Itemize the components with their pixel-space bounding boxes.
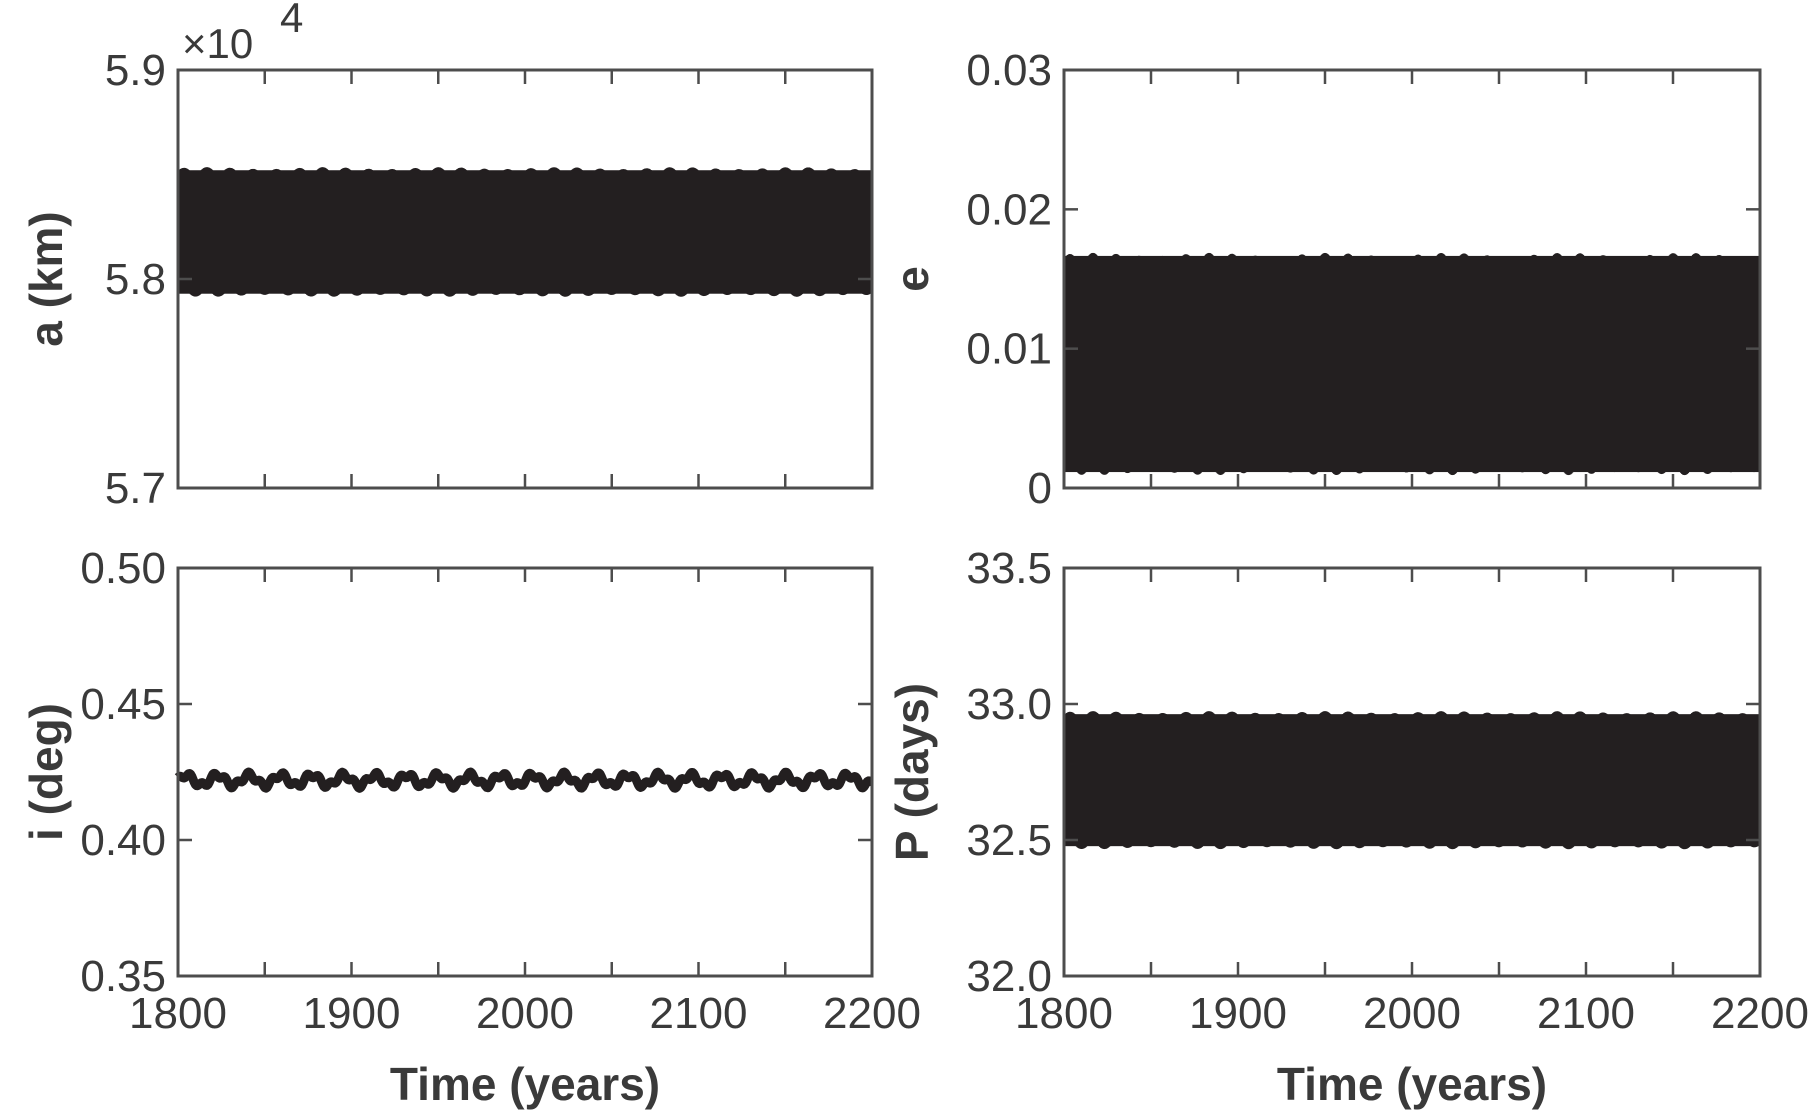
panel-bottom-right: 1800 1900 2000 2100 2200 32.0 32.5 33.0 33.5 P (d… xyxy=(886,544,1809,1110)
panel-top-right: 0 0.01 0.02 0.03 e xyxy=(886,46,1762,513)
y-tick-label: 0.50 xyxy=(80,544,166,593)
x-tick-label: 1900 xyxy=(303,989,401,1038)
x-tick-label: 2100 xyxy=(1537,989,1635,1038)
x-tick-label: 2000 xyxy=(476,989,574,1038)
y-tick-label: 33.5 xyxy=(966,544,1052,593)
series-band xyxy=(1064,255,1760,473)
x-tick-label: 1800 xyxy=(1015,989,1113,1038)
y-tick-label: 32.0 xyxy=(966,952,1052,1001)
y-tick-label: 32.5 xyxy=(966,816,1052,865)
x-tick-label: 1800 xyxy=(129,989,227,1038)
y-tick-label: 5.7 xyxy=(105,464,166,513)
axis-exponent: ×10 xyxy=(182,20,253,67)
series-band xyxy=(1064,714,1760,847)
y-tick-label: 0.40 xyxy=(80,816,166,865)
y-tick-label: 0.02 xyxy=(966,185,1052,234)
y-tick-label: 33.0 xyxy=(966,680,1052,729)
y-tick-label: 0.03 xyxy=(966,46,1052,95)
y-axis-label: a (km) xyxy=(20,211,72,346)
x-tick-label: 2200 xyxy=(1711,989,1809,1038)
series-line xyxy=(174,767,876,793)
y-axis-label: P (days) xyxy=(886,683,938,861)
axis-exponent-power: 4 xyxy=(280,0,303,41)
series-band xyxy=(178,170,872,294)
x-tick-label: 2000 xyxy=(1363,989,1461,1038)
x-tick-label: 1900 xyxy=(1189,989,1287,1038)
y-tick-label: 0.45 xyxy=(80,680,166,729)
x-tick-label: 2200 xyxy=(823,989,921,1038)
x-tick-label: 2100 xyxy=(650,989,748,1038)
x-axis-label: Time (years) xyxy=(390,1058,660,1110)
y-axis-label: e xyxy=(886,266,938,292)
y-tick-label: 0.01 xyxy=(966,325,1052,374)
panel-top-left: 5.7 5.8 5.9 a (km) ×10 4 xyxy=(20,0,874,513)
y-tick-label: 0.35 xyxy=(80,952,166,1001)
panel-bottom-left: 1800 1900 2000 2100 2200 0.35 0.40 0.45 0.50 i (d… xyxy=(20,544,921,1110)
y-axis-label: i (deg) xyxy=(20,703,72,841)
y-tick-label: 5.8 xyxy=(105,255,166,304)
y-tick-label: 5.9 xyxy=(105,46,166,95)
y-tick-label: 0 xyxy=(1028,464,1052,513)
x-axis-label: Time (years) xyxy=(1277,1058,1547,1110)
